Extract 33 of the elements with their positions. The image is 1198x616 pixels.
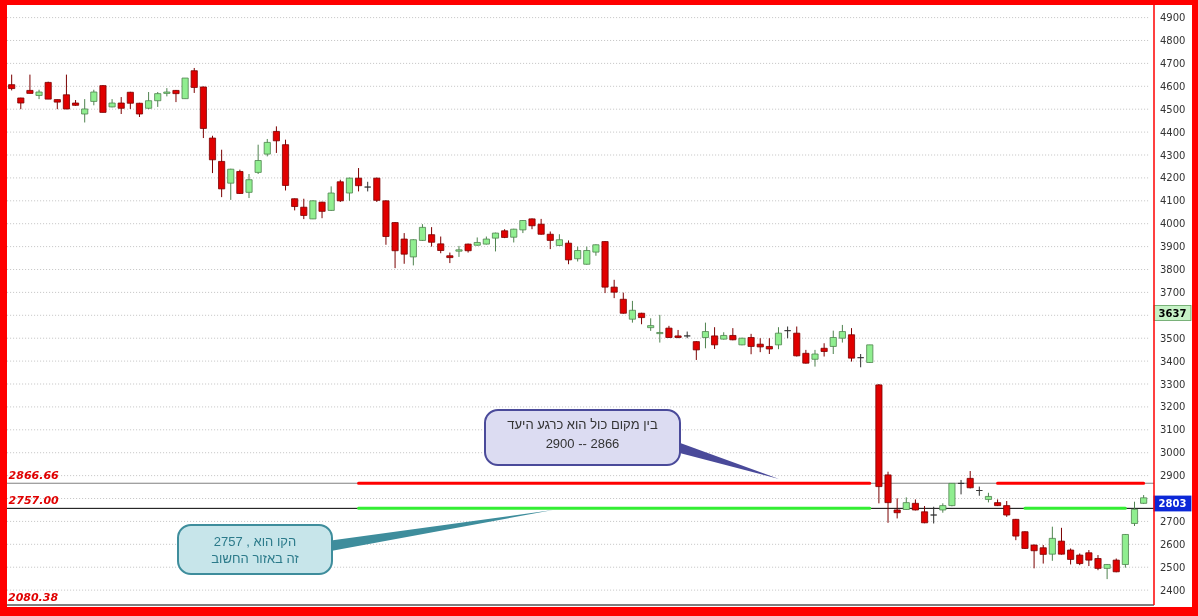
y-tick-label: 2600: [1160, 538, 1186, 550]
y-tick-label: 3000: [1160, 447, 1186, 459]
y-tick-label: 3700: [1160, 286, 1186, 298]
y-tick-label: 3500: [1160, 332, 1186, 344]
annotation: בין מקום כול הוא כרגע היעד: [507, 416, 658, 432]
y-tick-label: 2400: [1160, 584, 1186, 596]
y-tick-label: 3200: [1160, 401, 1186, 413]
y-tick-label: 3800: [1160, 264, 1186, 275]
y-tick-label: 4800: [1160, 35, 1186, 46]
y-tick-label: 3900: [1160, 241, 1186, 253]
y-tick-label: 3300: [1160, 378, 1186, 390]
y-tick-label: 2700: [1160, 515, 1186, 527]
annotation: 2900 -- 2866: [545, 435, 620, 451]
annotation: זה באזור החשוב: [211, 550, 299, 566]
y-tick-label: 2900: [1160, 470, 1186, 482]
ref-line-label: 2757.00: [8, 494, 59, 508]
y-tick-label: 4900: [1160, 12, 1186, 24]
ref-line-label: 2866.66: [8, 469, 59, 483]
annotation: 2803: [1153, 495, 1192, 512]
y-tick-label: 4700: [1160, 57, 1186, 69]
y-tick-label: 4100: [1160, 195, 1186, 207]
y-tick-label: 4500: [1160, 103, 1186, 115]
y-tick-label: 4000: [1160, 218, 1186, 230]
annotation: 3637: [1153, 305, 1192, 321]
y-tick-label: 3100: [1160, 424, 1186, 436]
y-tick-label: 4600: [1160, 80, 1186, 92]
annotation: הקו הוא , 2757: [213, 533, 297, 549]
annotation: 2080.38: [8, 590, 59, 604]
y-tick-label: 4300: [1160, 149, 1186, 161]
y-tick-label: 3400: [1160, 355, 1186, 367]
y-tick-label: 4400: [1160, 126, 1186, 138]
y-tick-label: 4200: [1160, 172, 1186, 184]
y-tick-label: 2500: [1160, 561, 1186, 573]
